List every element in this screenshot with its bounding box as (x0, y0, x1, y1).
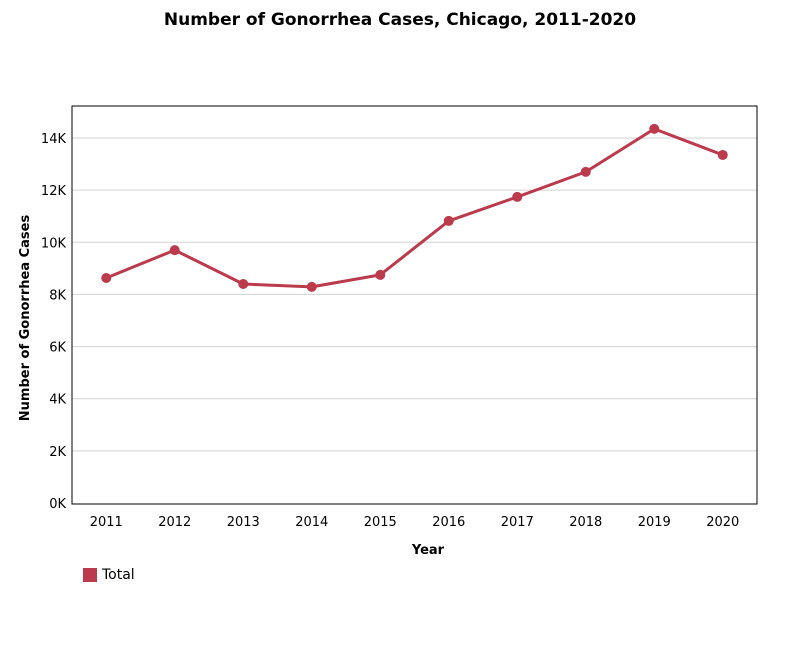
x-tick-label: 2012 (158, 515, 191, 530)
y-tick-label: 0K (49, 497, 66, 512)
gridlines (72, 137, 757, 452)
series-total (101, 123, 728, 292)
data-point[interactable] (580, 166, 591, 177)
legend-label-total: Total (102, 567, 135, 583)
data-point[interactable] (238, 279, 249, 289)
data-point[interactable] (375, 269, 386, 280)
data-point[interactable] (101, 273, 112, 284)
chart-title: Number of Gonorrhea Cases, Chicago, 2011… (163, 10, 637, 30)
x-axis-ticks: 2011 2012 2013 2014 2015 2016 2017 2018 2019 2020 (90, 515, 740, 530)
x-tick-label: 2014 (295, 515, 328, 530)
data-point[interactable] (717, 149, 728, 160)
data-point[interactable] (512, 191, 523, 202)
x-tick-label: 2016 (432, 515, 465, 530)
x-tick-label: 2020 (706, 515, 739, 530)
legend-swatch-total (83, 568, 97, 582)
y-axis-title: Number of Gonorrhea Cases (18, 215, 33, 422)
y-tick-label: 2K (49, 445, 66, 460)
x-tick-label: 2015 (364, 515, 397, 530)
x-tick-label: 2011 (90, 515, 123, 530)
x-tick-label: 2019 (638, 515, 671, 530)
y-tick-label: 6K (49, 341, 66, 356)
y-tick-label: 10K (41, 236, 67, 251)
x-tick-label: 2018 (569, 515, 602, 530)
data-point[interactable] (169, 245, 180, 256)
y-axis-ticks: 0K 2K 4K 6K 8K 10K 12K 14K (41, 132, 67, 512)
data-point[interactable] (306, 281, 317, 292)
y-tick-label: 8K (49, 288, 66, 303)
data-point[interactable] (443, 215, 454, 226)
data-point[interactable] (649, 123, 660, 134)
x-axis-title: Year (411, 543, 445, 558)
y-tick-label: 14K (41, 132, 67, 147)
x-tick-label: 2013 (227, 515, 260, 530)
y-tick-label: 4K (49, 393, 66, 408)
x-tick-label: 2017 (501, 515, 534, 530)
legend: Total (83, 567, 135, 583)
y-tick-label: 12K (41, 184, 67, 199)
plot-area-border (71, 105, 758, 505)
series-line-total (105, 127, 724, 289)
